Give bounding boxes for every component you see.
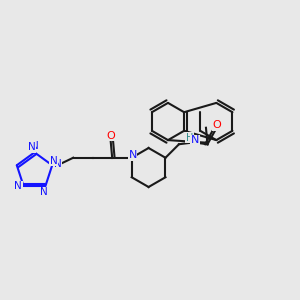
Text: H: H [186, 133, 193, 143]
Text: N: N [28, 142, 35, 152]
Text: N: N [14, 181, 22, 191]
Text: N: N [54, 159, 61, 170]
Text: N: N [50, 156, 58, 166]
Text: N: N [40, 187, 48, 197]
Text: N: N [31, 141, 38, 152]
Text: O: O [212, 120, 221, 130]
Text: O: O [106, 131, 115, 141]
Text: N: N [128, 150, 137, 161]
Text: N: N [191, 135, 199, 146]
